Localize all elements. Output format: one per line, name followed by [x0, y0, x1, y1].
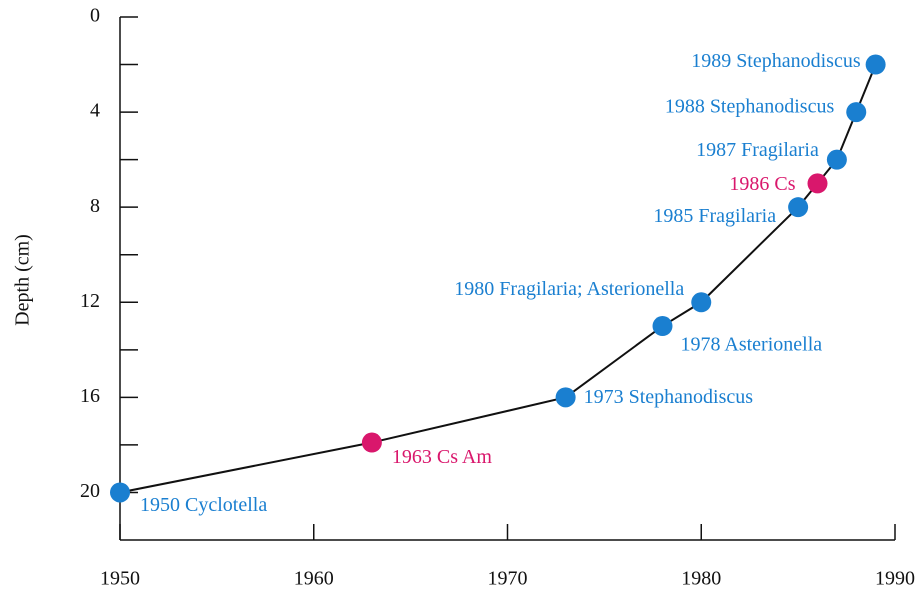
data-point [691, 292, 712, 313]
y-tick-label: 12 [80, 290, 100, 312]
data-point [807, 173, 828, 194]
data-line [119, 64, 877, 494]
y-tick-label: 16 [80, 385, 100, 407]
x-tick-label: 1960 [294, 568, 334, 590]
y-tick-label: 0 [90, 5, 100, 27]
point-label: 1986 Cs [729, 173, 795, 195]
data-point [110, 482, 130, 503]
data-point [652, 316, 673, 337]
point-label: 1985 Fragilaria [653, 205, 776, 227]
x-tick-label: 1990 [875, 568, 915, 590]
data-point [865, 54, 886, 75]
point-label: 1980 Fragilaria; Asterionella [454, 278, 684, 300]
point-label: 1987 Fragilaria [696, 139, 819, 161]
data-point [555, 387, 576, 408]
y-tick-label: 4 [90, 100, 100, 122]
point-label: 1950 Cyclotella [140, 494, 267, 516]
y-axis-label: Depth (cm) [12, 234, 34, 326]
point-label: 1973 Stephanodiscus [584, 386, 754, 408]
point-label: 1988 Stephanodiscus [665, 96, 835, 118]
point-label: 1963 Cs Am [392, 446, 492, 468]
point-label: 1978 Asterionella [681, 334, 823, 356]
point-label: 1989 Stephanodiscus [691, 50, 861, 72]
data-point [361, 432, 382, 453]
data-point [826, 149, 847, 170]
x-tick-label: 1970 [488, 568, 528, 590]
data-point [788, 197, 809, 218]
y-tick-label: 20 [80, 480, 100, 502]
y-tick-label: 8 [90, 195, 100, 217]
data-point [846, 102, 867, 123]
x-tick-label: 1950 [100, 568, 140, 590]
x-tick-label: 1980 [681, 568, 721, 590]
